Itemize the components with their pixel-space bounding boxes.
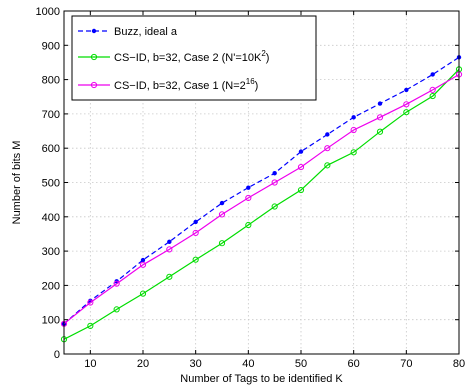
data-point (113, 306, 120, 313)
series-line (63, 73, 460, 325)
data-point (218, 211, 226, 218)
data-point (430, 72, 435, 77)
data-point (376, 128, 384, 135)
data-point (324, 145, 331, 152)
data-point (218, 240, 226, 247)
legend-label: Buzz, ideal a (114, 26, 178, 38)
data-point (429, 86, 436, 93)
data-point (350, 126, 357, 134)
data-point (429, 92, 436, 100)
series-layer (60, 55, 463, 343)
data-point (272, 171, 277, 176)
data-point (87, 299, 94, 306)
data-point (325, 132, 330, 137)
series-line (63, 56, 460, 325)
data-point (166, 246, 173, 253)
y-tick-label: 700 (42, 109, 60, 121)
x-tick-label: 40 (242, 358, 254, 370)
data-point (166, 273, 173, 280)
y-tick-label: 300 (42, 246, 60, 258)
data-point (271, 179, 278, 186)
x-tick-label: 60 (348, 358, 360, 370)
data-point (297, 163, 305, 171)
data-point (403, 109, 410, 116)
legend-label: CS−ID, b=32, Case 2 (N'=10K2) (114, 49, 269, 64)
data-point (167, 239, 172, 245)
data-point (246, 185, 251, 190)
y-tick-label: 800 (42, 75, 60, 87)
y-tick-label: 100 (42, 315, 60, 327)
legend-label: CS−ID, b=32, Case 1 (N=216) (114, 77, 258, 92)
axis-ticks: 10 20 30 40 50 60 70 80010020030040050060070080… (36, 6, 466, 370)
data-point (113, 280, 120, 287)
x-tick-label: 10 (84, 358, 96, 370)
legend-entry: CS−ID, b=32, Case 1 (N=216) (78, 77, 258, 92)
data-point (193, 219, 198, 225)
y-tick-label: 400 (42, 212, 60, 224)
x-tick-label: 30 (190, 358, 202, 370)
legend-marker (90, 53, 98, 61)
data-point (140, 257, 146, 263)
legend-box (71, 15, 317, 101)
legend-marker (91, 28, 97, 34)
legend-marker (90, 81, 98, 89)
x-tick-label: 20 (137, 358, 149, 370)
data-point (404, 87, 409, 93)
y-tick-label: 900 (42, 40, 60, 52)
data-point (87, 322, 94, 329)
data-point (350, 149, 357, 156)
data-point (139, 261, 147, 268)
data-point (192, 256, 199, 263)
legend: Buzz, ideal a CS−ID, b=32, Case 2 (N'=10K… (71, 15, 317, 101)
data-point (324, 162, 331, 169)
data-point (271, 203, 278, 210)
data-point (376, 114, 384, 121)
data-point (403, 101, 410, 108)
data-point (139, 290, 147, 297)
y-tick-label: 500 (42, 178, 60, 190)
data-point (245, 221, 252, 229)
data-point (192, 229, 199, 237)
legend-entry: CS−ID, b=32, Case 2 (N'=10K2) (78, 49, 269, 64)
series-line (63, 68, 460, 340)
data-point (245, 194, 252, 202)
x-tick-label: 80 (453, 358, 465, 370)
y-axis-title: Number of bits M (11, 141, 23, 225)
y-tick-label: 1000 (36, 6, 60, 18)
y-tick-label: 600 (42, 143, 60, 155)
x-axis-title: Number of Tags to be identified K (180, 373, 343, 385)
y-tick-label: 200 (42, 280, 60, 292)
x-tick-label: 70 (400, 358, 412, 370)
data-point (298, 149, 304, 154)
series-2 (60, 66, 463, 343)
y-tick-label: 0 (54, 349, 60, 361)
data-point (377, 101, 383, 106)
legend-entry: Buzz, ideal a (78, 26, 178, 38)
data-point (219, 200, 225, 206)
data-point (351, 115, 356, 120)
series-3 (60, 71, 463, 327)
data-point (297, 186, 305, 194)
x-tick-label: 50 (295, 358, 307, 370)
